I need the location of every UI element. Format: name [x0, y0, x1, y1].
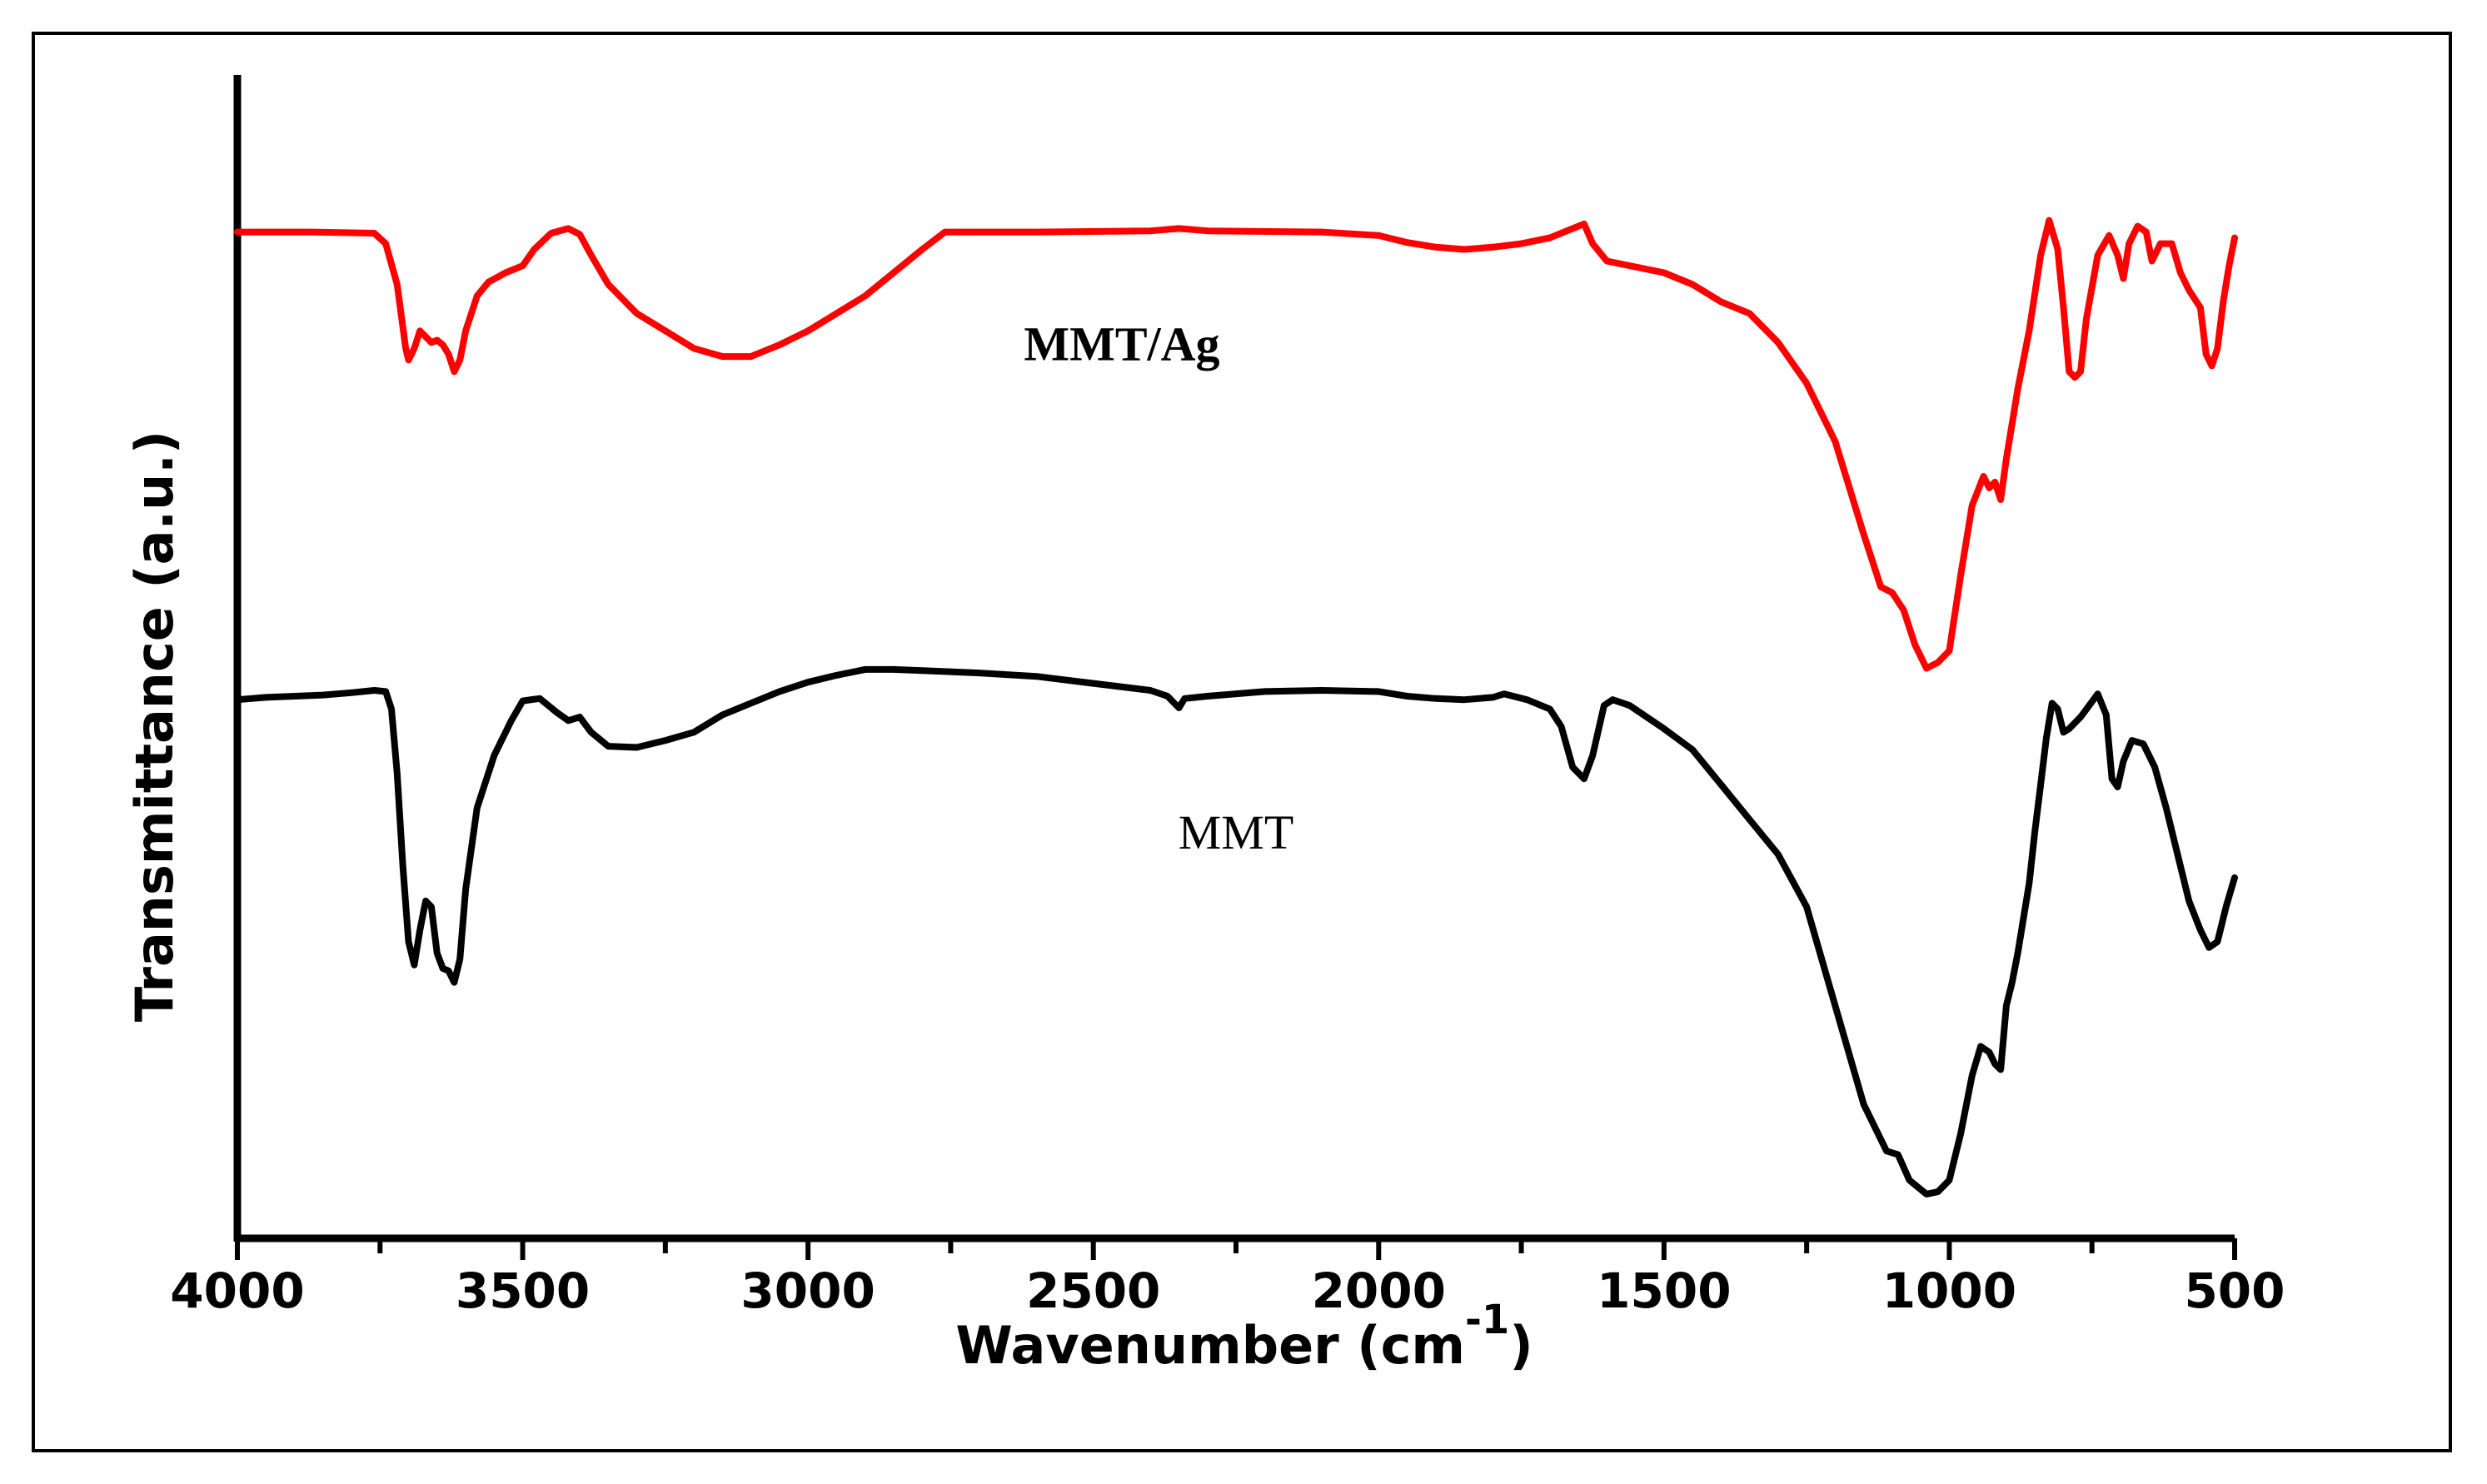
x-axis-title: Wavenumber (cm-1) — [955, 1297, 1533, 1376]
x-tick-label: 1500 — [1597, 1262, 1731, 1319]
series-line-mmt-ag — [234, 217, 2238, 672]
series-layer — [234, 217, 2238, 1198]
figure-frame: 4000 3500 3000 2500 2000 1500 1000 500 MMT/Ag MM… — [32, 32, 2452, 1452]
series-labels: MMT/Ag MMT — [1024, 316, 1293, 859]
series-line-mmt — [234, 665, 2238, 1198]
x-tick-label: 2000 — [1312, 1262, 1446, 1319]
x-tick-label: 2500 — [1026, 1262, 1160, 1319]
x-tick-label: 3000 — [740, 1262, 875, 1319]
x-tick-label: 500 — [2184, 1262, 2285, 1319]
x-tick-label: 4000 — [170, 1262, 304, 1319]
x-axis-title-close: ) — [1509, 1315, 1533, 1376]
y-axis-title: Transmittance (a.u.) — [124, 431, 185, 1022]
ftir-chart: 4000 3500 3000 2500 2000 1500 1000 500 MMT/AgMM… — [124, 75, 2285, 1376]
x-tick-label: 1000 — [1882, 1262, 2016, 1319]
x-ticks: 4000 3500 3000 2500 2000 1500 1000 500 — [170, 1238, 2285, 1319]
series-label-mmt: MMT — [1179, 805, 1294, 859]
x-axis-title-main: Wavenumber (cm — [955, 1315, 1465, 1376]
x-axis-title-superscript: -1 — [1465, 1297, 1509, 1343]
x-tick-label: 3500 — [456, 1262, 590, 1319]
series-label-mmt-ag: MMT/Ag — [1024, 316, 1219, 371]
